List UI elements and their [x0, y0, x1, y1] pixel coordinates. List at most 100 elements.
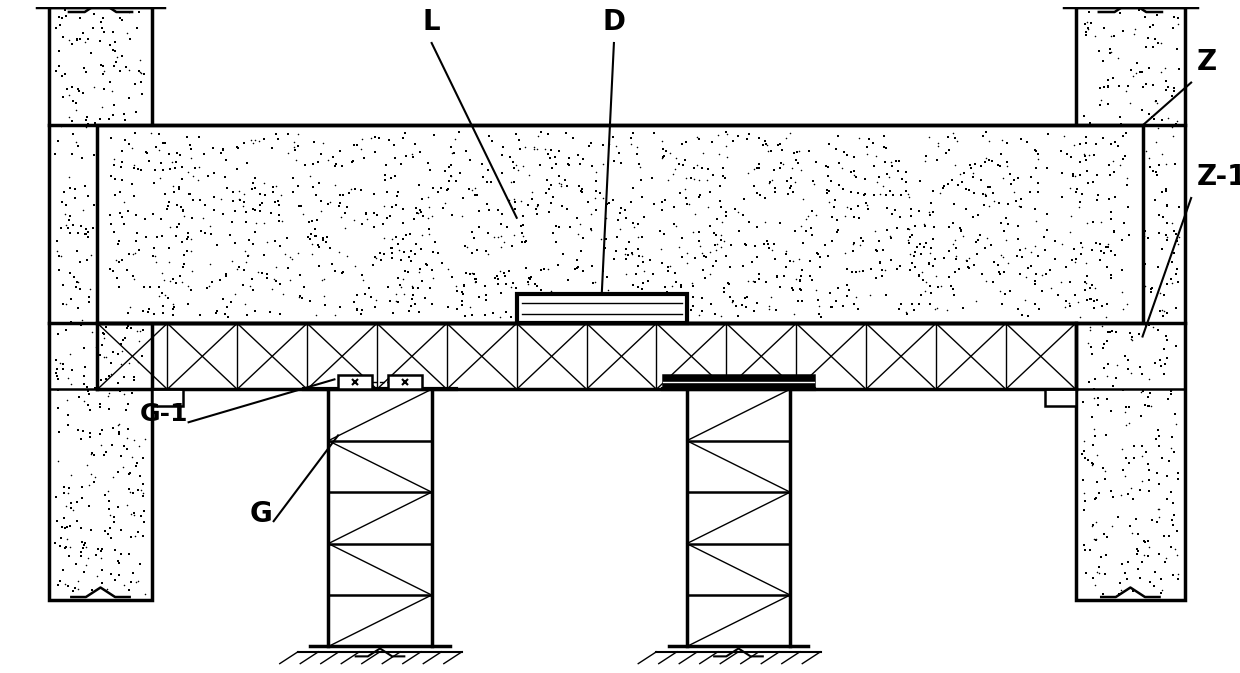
Point [906, 241, 926, 252]
Point [172, 205, 192, 215]
Point [1114, 140, 1133, 151]
Point [1025, 241, 1045, 252]
Point [1090, 172, 1110, 182]
Point [238, 250, 258, 260]
Point [1167, 549, 1187, 560]
Point [182, 265, 202, 276]
Point [512, 227, 532, 238]
Point [404, 298, 424, 309]
Point [940, 272, 960, 283]
Point [630, 310, 650, 320]
Point [1028, 251, 1048, 262]
Point [657, 287, 677, 297]
Point [1095, 294, 1115, 305]
Point [135, 150, 155, 161]
Point [1099, 326, 1118, 337]
Point [95, 178, 115, 189]
Point [785, 225, 805, 236]
Point [50, 250, 69, 261]
Point [1121, 334, 1141, 345]
Point [1104, 73, 1123, 83]
Point [1151, 361, 1171, 371]
Point [393, 218, 413, 229]
Point [179, 189, 198, 200]
Point [1101, 270, 1121, 281]
Point [913, 275, 932, 286]
Point [381, 295, 401, 306]
Point [456, 146, 476, 157]
Point [1148, 37, 1168, 48]
Point [1011, 194, 1030, 205]
Point [1162, 431, 1182, 442]
Point [632, 232, 652, 242]
Point [1099, 239, 1118, 250]
Point [73, 426, 93, 437]
Point [559, 160, 579, 170]
Point [479, 131, 498, 141]
Point [1097, 75, 1117, 85]
Point [284, 141, 304, 152]
Point [711, 202, 730, 213]
Point [903, 299, 923, 310]
Point [60, 211, 79, 221]
Point [791, 221, 811, 232]
Point [746, 221, 766, 232]
Point [558, 275, 578, 285]
Point [650, 225, 670, 236]
Point [119, 65, 139, 75]
Point [366, 253, 386, 264]
Point [653, 151, 673, 162]
Point [60, 551, 79, 561]
Point [904, 250, 924, 261]
Point [842, 167, 862, 178]
Point [492, 150, 512, 161]
Point [518, 308, 538, 318]
Point [62, 39, 82, 50]
Point [123, 256, 143, 267]
Point [738, 133, 758, 144]
Point [629, 298, 649, 309]
Point [1138, 233, 1158, 244]
Point [77, 460, 97, 470]
Point [88, 279, 108, 290]
Point [1065, 289, 1085, 300]
Point [699, 221, 719, 232]
Point [873, 181, 893, 192]
Point [1001, 169, 1021, 180]
Point [387, 190, 407, 201]
Point [1112, 464, 1132, 475]
Point [347, 139, 367, 150]
Point [1121, 483, 1141, 494]
Point [118, 307, 138, 318]
Point [352, 269, 372, 280]
Point [516, 237, 536, 248]
Point [688, 175, 708, 186]
Point [1117, 354, 1137, 365]
Point [463, 267, 482, 278]
Point [130, 55, 150, 65]
Point [61, 521, 81, 532]
Point [1127, 548, 1147, 559]
Point [133, 160, 153, 171]
Point [706, 229, 725, 240]
Point [114, 388, 134, 399]
Point [1157, 334, 1177, 345]
Point [957, 261, 977, 272]
Point [926, 271, 946, 281]
Point [270, 308, 290, 319]
Point [337, 251, 357, 262]
Point [52, 197, 72, 208]
Point [598, 284, 618, 295]
Point [670, 188, 689, 199]
Point [603, 306, 622, 316]
Point [98, 143, 118, 154]
Point [1075, 159, 1095, 170]
Point [51, 120, 71, 131]
Point [594, 192, 614, 203]
Point [945, 235, 965, 246]
Point [1120, 210, 1140, 221]
Point [148, 232, 167, 242]
Point [1127, 544, 1147, 555]
Point [448, 285, 467, 296]
Point [226, 238, 246, 248]
